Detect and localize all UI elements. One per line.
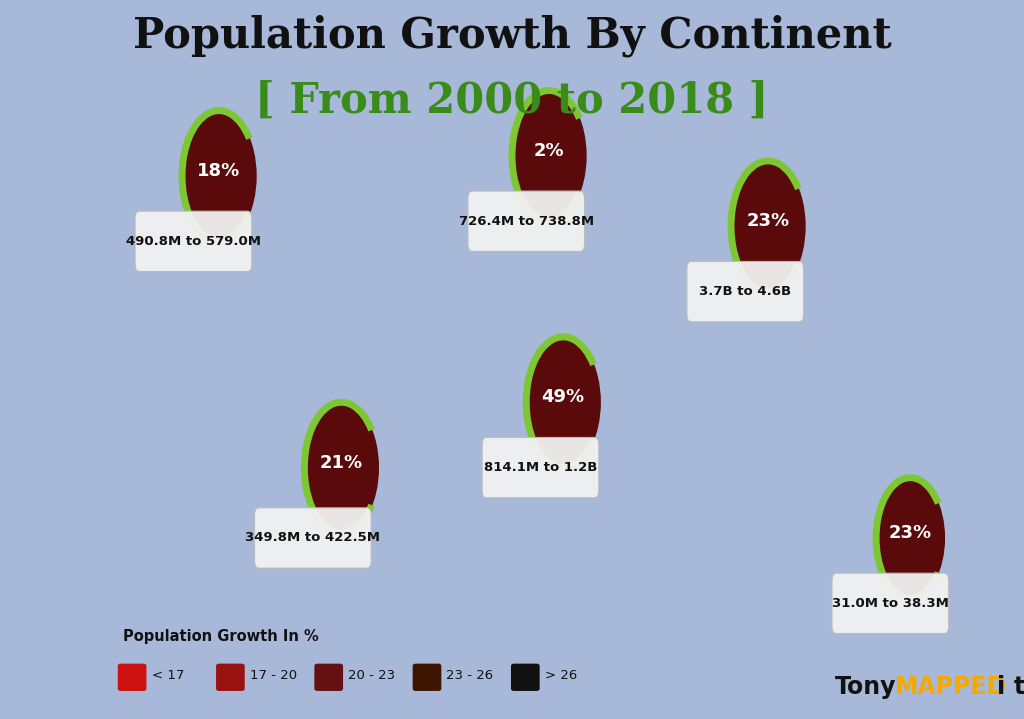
Text: [ From 2000 to 2018 ]: [ From 2000 to 2018 ] xyxy=(255,80,769,122)
FancyBboxPatch shape xyxy=(482,437,599,498)
Text: Tony: Tony xyxy=(835,674,896,699)
Circle shape xyxy=(731,161,805,292)
FancyBboxPatch shape xyxy=(687,262,804,322)
Text: > 26: > 26 xyxy=(545,669,577,682)
FancyBboxPatch shape xyxy=(118,664,146,691)
Text: 21%: 21% xyxy=(319,454,362,472)
Text: Population Growth In %: Population Growth In % xyxy=(123,629,318,644)
Circle shape xyxy=(304,402,378,533)
FancyBboxPatch shape xyxy=(135,211,252,272)
Text: 349.8M to 422.5M: 349.8M to 422.5M xyxy=(246,531,380,544)
Text: 2%: 2% xyxy=(534,142,564,160)
Text: 23%: 23% xyxy=(746,212,790,230)
Text: 814.1M to 1.2B: 814.1M to 1.2B xyxy=(483,461,597,474)
Text: 31.0M to 38.3M: 31.0M to 38.3M xyxy=(831,597,949,610)
Text: 726.4M to 738.8M: 726.4M to 738.8M xyxy=(459,215,594,228)
Text: MAPPED: MAPPED xyxy=(895,674,1007,699)
Text: 23%: 23% xyxy=(889,524,932,542)
Text: 18%: 18% xyxy=(198,162,241,180)
FancyBboxPatch shape xyxy=(511,664,540,691)
Text: 17 - 20: 17 - 20 xyxy=(250,669,297,682)
FancyBboxPatch shape xyxy=(468,191,585,252)
Text: < 17: < 17 xyxy=(152,669,184,682)
Text: Population Growth By Continent: Population Growth By Continent xyxy=(133,15,891,58)
Text: t: t xyxy=(1014,674,1024,699)
FancyBboxPatch shape xyxy=(255,508,371,568)
Text: 23 - 26: 23 - 26 xyxy=(446,669,494,682)
FancyBboxPatch shape xyxy=(831,573,948,633)
Text: 3.7B to 4.6B: 3.7B to 4.6B xyxy=(699,285,792,298)
Text: 49%: 49% xyxy=(542,388,585,406)
Circle shape xyxy=(182,111,256,242)
FancyBboxPatch shape xyxy=(314,664,343,691)
Text: 490.8M to 579.0M: 490.8M to 579.0M xyxy=(126,235,261,248)
Text: i: i xyxy=(997,674,1006,699)
FancyBboxPatch shape xyxy=(216,664,245,691)
Text: i: i xyxy=(997,674,1006,699)
Circle shape xyxy=(877,477,944,598)
Text: 20 - 23: 20 - 23 xyxy=(348,669,395,682)
FancyBboxPatch shape xyxy=(413,664,441,691)
Circle shape xyxy=(512,91,586,221)
Circle shape xyxy=(526,337,600,467)
